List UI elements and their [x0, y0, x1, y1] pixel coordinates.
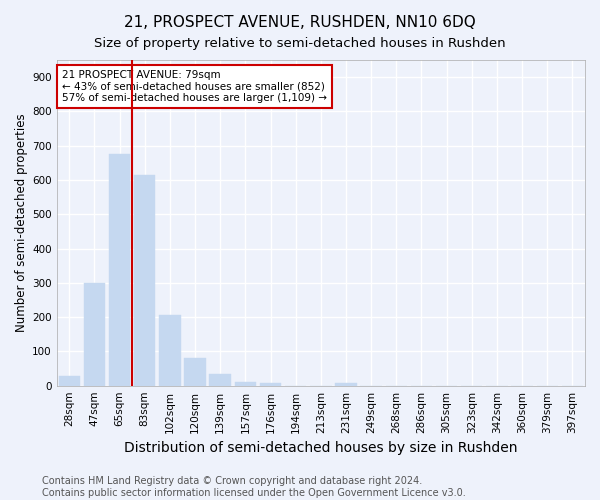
- Bar: [209, 374, 231, 386]
- Bar: [235, 382, 256, 386]
- Text: 21 PROSPECT AVENUE: 79sqm
← 43% of semi-detached houses are smaller (852)
57% of: 21 PROSPECT AVENUE: 79sqm ← 43% of semi-…: [62, 70, 327, 103]
- Bar: [335, 384, 356, 386]
- Text: Size of property relative to semi-detached houses in Rushden: Size of property relative to semi-detach…: [94, 38, 506, 51]
- Bar: [159, 314, 181, 386]
- Bar: [184, 358, 206, 386]
- Text: 21, PROSPECT AVENUE, RUSHDEN, NN10 6DQ: 21, PROSPECT AVENUE, RUSHDEN, NN10 6DQ: [124, 15, 476, 30]
- Bar: [260, 382, 281, 386]
- Bar: [83, 283, 105, 386]
- Bar: [59, 376, 80, 386]
- Bar: [109, 154, 130, 386]
- Y-axis label: Number of semi-detached properties: Number of semi-detached properties: [15, 114, 28, 332]
- Text: Contains HM Land Registry data © Crown copyright and database right 2024.
Contai: Contains HM Land Registry data © Crown c…: [42, 476, 466, 498]
- Bar: [134, 175, 155, 386]
- X-axis label: Distribution of semi-detached houses by size in Rushden: Distribution of semi-detached houses by …: [124, 441, 518, 455]
